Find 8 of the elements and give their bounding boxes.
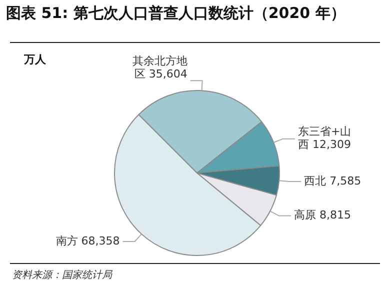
slice-label: 高原 8,815 [294, 208, 352, 222]
slice-label: 南方 68,358 [56, 234, 120, 248]
slice-label: 其余北方地区 35,604 [132, 54, 188, 81]
text: 资料来源：国家统计局 [12, 268, 112, 282]
slice-label: 东三省+山西 12,309 [298, 125, 352, 152]
chart-title: 图表 51: 第七次人口普查人口数统计（2020 年） [6, 4, 346, 23]
slice-label: 西北 7,585 [304, 174, 362, 188]
chart-subtitle: 万人 [24, 52, 46, 67]
